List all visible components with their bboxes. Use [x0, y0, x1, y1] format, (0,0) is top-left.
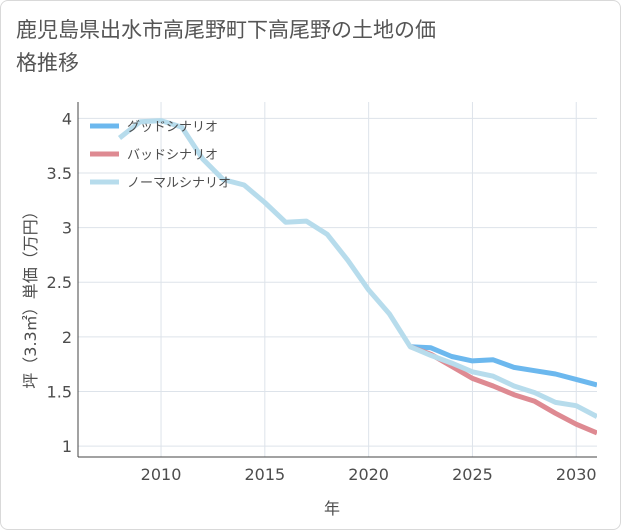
x-tick-label: 2020	[348, 465, 389, 484]
x-tick-label: 2025	[452, 465, 493, 484]
x-tick-label: 2030	[556, 465, 597, 484]
legend-label: グッドシナリオ	[127, 120, 218, 135]
plot-area	[78, 102, 597, 457]
axes	[77, 102, 597, 458]
legend-label: ノーマルシナリオ	[127, 176, 231, 191]
series-line-1	[410, 344, 597, 388]
y-tick-label: 2	[62, 328, 72, 347]
y-axis-label: 坪（3.3㎡）単価（万円）	[21, 203, 40, 388]
series-lines	[117, 118, 597, 436]
y-tick-label: 3	[62, 219, 72, 238]
series-line-3	[117, 118, 597, 419]
y-tick-label: 1.5	[47, 382, 72, 401]
chart-title: 鹿児島県出水市高尾野町下高尾野の土地の価格推移	[16, 18, 436, 75]
y-tick-label: 1	[62, 437, 72, 456]
y-tick-label: 4	[62, 109, 72, 128]
grid-lines	[78, 102, 597, 457]
legend-label: バッドシナリオ	[127, 148, 218, 163]
x-axis-label: 年	[324, 499, 340, 518]
x-tick-label: 2010	[141, 465, 182, 484]
x-tick-label: 2015	[244, 465, 285, 484]
y-tick-label: 2.5	[47, 273, 72, 292]
y-tick-label: 3.5	[47, 164, 72, 183]
tick-labels: 2010 2015 2020 2025 2030 1 1.5 2 2.5 3 3.5 4	[47, 109, 597, 484]
